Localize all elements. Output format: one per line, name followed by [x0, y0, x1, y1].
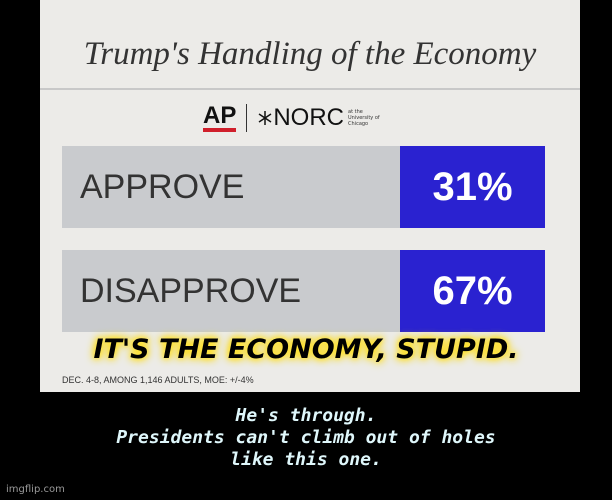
poll-panel: Trump's Handling of the Economy AP NORC … — [40, 0, 580, 392]
logos: AP NORC at the University of Chicago — [203, 98, 380, 138]
logo-separator — [246, 104, 248, 132]
ap-logo: AP — [203, 104, 237, 132]
caption-line: like this one. — [230, 449, 382, 470]
caption: He's through. Presidents can't climb out… — [0, 405, 612, 471]
norc-subtitle: at the University of Chicago — [348, 109, 380, 127]
row-label: APPROVE — [62, 146, 400, 228]
norc-logo: NORC — [273, 104, 345, 131]
title: Trump's Handling of the Economy — [83, 36, 537, 72]
norc-sub-line: Chicago — [348, 121, 369, 127]
poll-row: DISAPPROVE 67% — [62, 250, 545, 332]
watermark: imgflip.com — [6, 484, 65, 495]
row-value: 67% — [400, 250, 545, 332]
norc-sub-line: at the — [348, 109, 363, 115]
caption-line: He's through. — [235, 405, 377, 426]
caption-line: Presidents can't climb out of holes — [116, 427, 496, 448]
divider — [40, 88, 580, 90]
row-value: 31% — [400, 146, 545, 228]
norc-sub-line: University of — [348, 115, 380, 121]
poll-row: APPROVE 31% — [62, 146, 545, 228]
overlay-text: IT'S THE ECONOMY, STUPID. — [93, 334, 519, 365]
footnote: DEC. 4-8, AMONG 1,146 ADULTS, MOE: +/-4% — [62, 375, 254, 385]
norc-star — [258, 111, 272, 125]
row-label: DISAPPROVE — [62, 250, 400, 332]
